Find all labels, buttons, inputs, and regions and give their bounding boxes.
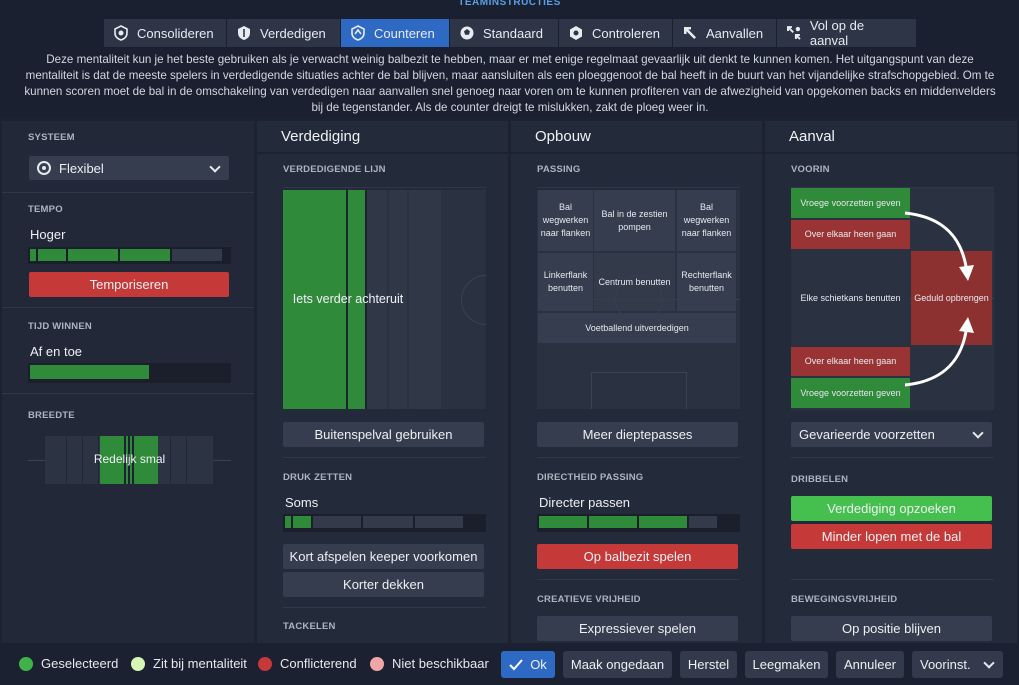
undo-button[interactable]: Maak ongedaan (563, 651, 672, 678)
clear-button[interactable]: Leegmaken (745, 651, 828, 678)
dribble-less-button[interactable]: Minder lopen met de bal (791, 524, 992, 549)
system-select[interactable]: Flexibel (29, 156, 229, 180)
buildup-title: Opbouw (535, 128, 591, 145)
presets-select[interactable]: Voorinst. (912, 651, 1003, 678)
tab-verdedigen[interactable]: Verdedigen (227, 19, 341, 47)
attack-panel: Aanval VOORIN Vroege voorzetten geven Ov… (765, 121, 1017, 643)
shoot-on-sight[interactable]: Elke schietkans benutten (791, 251, 910, 345)
width-diagram[interactable]: Redelijk smal (28, 432, 231, 487)
more-through-balls-button[interactable]: Meer dieptepasses (537, 422, 738, 447)
defensive-line-value: Iets verder achteruit (292, 292, 404, 306)
pressing-label: DRUK ZETTEN (283, 472, 353, 483)
tempo-label: TEMPO (28, 204, 63, 215)
footer-bar: Geselecteerd Zit bij mentaliteit Conflic… (0, 643, 1019, 685)
time-wasting-label: TIJD WINNEN (28, 321, 92, 332)
be-more-expressive-button[interactable]: Expressiever spelen (537, 616, 738, 641)
defense-title: Verdediging (281, 128, 361, 145)
overlap-top[interactable]: Over elkaar heen gaan (791, 220, 910, 249)
creative-freedom-label: BEWEGINGSVRIJHEID (791, 594, 898, 605)
system-label: SYSTEEM (28, 132, 75, 143)
early-crosses-top[interactable]: Vroege voorzetten geven (791, 188, 910, 218)
hold-position-button[interactable]: Op positie blijven (791, 616, 992, 641)
width-value: Redelijk smal (93, 452, 166, 466)
use-right-flank[interactable]: Rechterflank benutten (677, 253, 736, 311)
play-out-of-defence[interactable]: Voetballend uitverdedigen (538, 313, 736, 343)
work-ball-into-box[interactable]: Geduld opbrengen (911, 251, 992, 345)
use-left-flank[interactable]: Linkerflank benutten (538, 253, 593, 311)
creative-freedom-label: CREATIEVE VRIJHEID (537, 594, 641, 605)
legend-conflicting: Conflicterend (258, 656, 357, 671)
passing-label: PASSING (537, 164, 581, 175)
clear-to-flanks-left[interactable]: Bal wegwerken naar flanken (538, 190, 593, 251)
check-icon (509, 658, 523, 670)
consolidate-icon (114, 25, 128, 41)
temporiseren-button[interactable]: Temporiseren (29, 272, 229, 297)
defensive-line-label: VERDEDIGENDE LIJN (283, 164, 386, 175)
retain-possession-button[interactable]: Op balbezit spelen (537, 544, 738, 569)
use-center[interactable]: Centrum benutten (594, 253, 675, 311)
page-title: TEAMINSTRUCTIES (458, 0, 561, 8)
buildup-panel: Opbouw PASSING Bal wegwerken naar flanke… (511, 121, 762, 643)
counter-icon (351, 25, 365, 41)
tempo-bar[interactable] (28, 247, 231, 264)
chevron-down-icon (209, 161, 221, 173)
standard-icon (460, 26, 474, 40)
run-at-defence-button[interactable]: Verdediging opzoeken (791, 496, 992, 521)
defense-panel: Verdediging VERDEDIGENDE LIJN Iets verde… (257, 121, 508, 643)
attack-title: Aanval (789, 128, 835, 145)
system-icon (37, 161, 51, 175)
overlap-bottom[interactable]: Over elkaar heen gaan (791, 347, 910, 376)
ok-button[interactable]: Ok (501, 651, 555, 678)
pump-into-box[interactable]: Bal in de zestien pompen (594, 190, 675, 251)
all-out-attack-icon (786, 26, 801, 40)
chevron-down-icon (972, 427, 984, 439)
mentality-description: Deze mentaliteit kun je het beste gebrui… (24, 53, 996, 114)
time-wasting-bar[interactable] (28, 363, 231, 383)
crossing-select[interactable]: Gevarieerde voorzetten (791, 422, 992, 447)
shield-icon (238, 26, 250, 40)
width-label: BREEDTE (28, 410, 75, 421)
directness-value: Directer passen (539, 495, 631, 510)
legend-selected: Geselecteerd (19, 656, 118, 671)
control-icon (570, 26, 582, 40)
pressing-value: Soms (285, 495, 319, 510)
chevron-down-icon (983, 657, 995, 669)
dribbling-label: DRIBBELEN (791, 474, 849, 485)
legend-mentality: Zit bij mentaliteit (131, 656, 247, 671)
tab-consolideren[interactable]: Consolideren (104, 19, 227, 47)
tab-counteren[interactable]: Counteren (341, 19, 450, 47)
defensive-line-pitch[interactable]: Iets verder achteruit (283, 190, 486, 409)
early-crosses-bottom[interactable]: Vroege voorzetten geven (791, 378, 910, 408)
prevent-gk-short-button[interactable]: Kort afspelen keeper voorkomen (283, 544, 484, 569)
reset-button[interactable]: Herstel (680, 651, 737, 678)
cross-arrows-icon (904, 211, 974, 387)
legend-unavailable: Niet beschikbaar (370, 656, 489, 671)
tighter-marking-button[interactable]: Korter dekken (283, 572, 484, 597)
offside-trap-button[interactable]: Buitenspelval gebruiken (283, 422, 484, 447)
left-panel: SYSTEEM Flexibel TEMPO Hoger Temporisere… (2, 121, 254, 643)
mentality-tabs: Consolideren Verdedigen Counteren Standa… (104, 18, 917, 48)
tab-standaard[interactable]: Standaard (450, 19, 559, 47)
time-wasting-value: Af en toe (30, 344, 83, 359)
final-third-label: VOORIN (791, 164, 830, 175)
clear-to-flanks-right[interactable]: Bal wegwerken naar flanken (677, 190, 736, 251)
cancel-button[interactable]: Annuleer (836, 651, 904, 678)
pressing-bar[interactable] (283, 514, 486, 532)
directness-bar[interactable] (537, 514, 740, 532)
tempo-value: Hoger (30, 227, 66, 242)
header: TEAMINSTRUCTIES Consolideren Verdedigen … (0, 0, 1019, 118)
tab-aanvallen[interactable]: Aanvallen (673, 19, 777, 47)
tab-controleren[interactable]: Controleren (559, 19, 673, 47)
directness-label: DIRECTHEID PASSING (537, 472, 644, 483)
attack-arrow-icon (684, 27, 696, 39)
tab-vol-op-de-aanval[interactable]: Vol op de aanval (777, 18, 917, 48)
tackling-label: TACKELEN (283, 621, 336, 632)
